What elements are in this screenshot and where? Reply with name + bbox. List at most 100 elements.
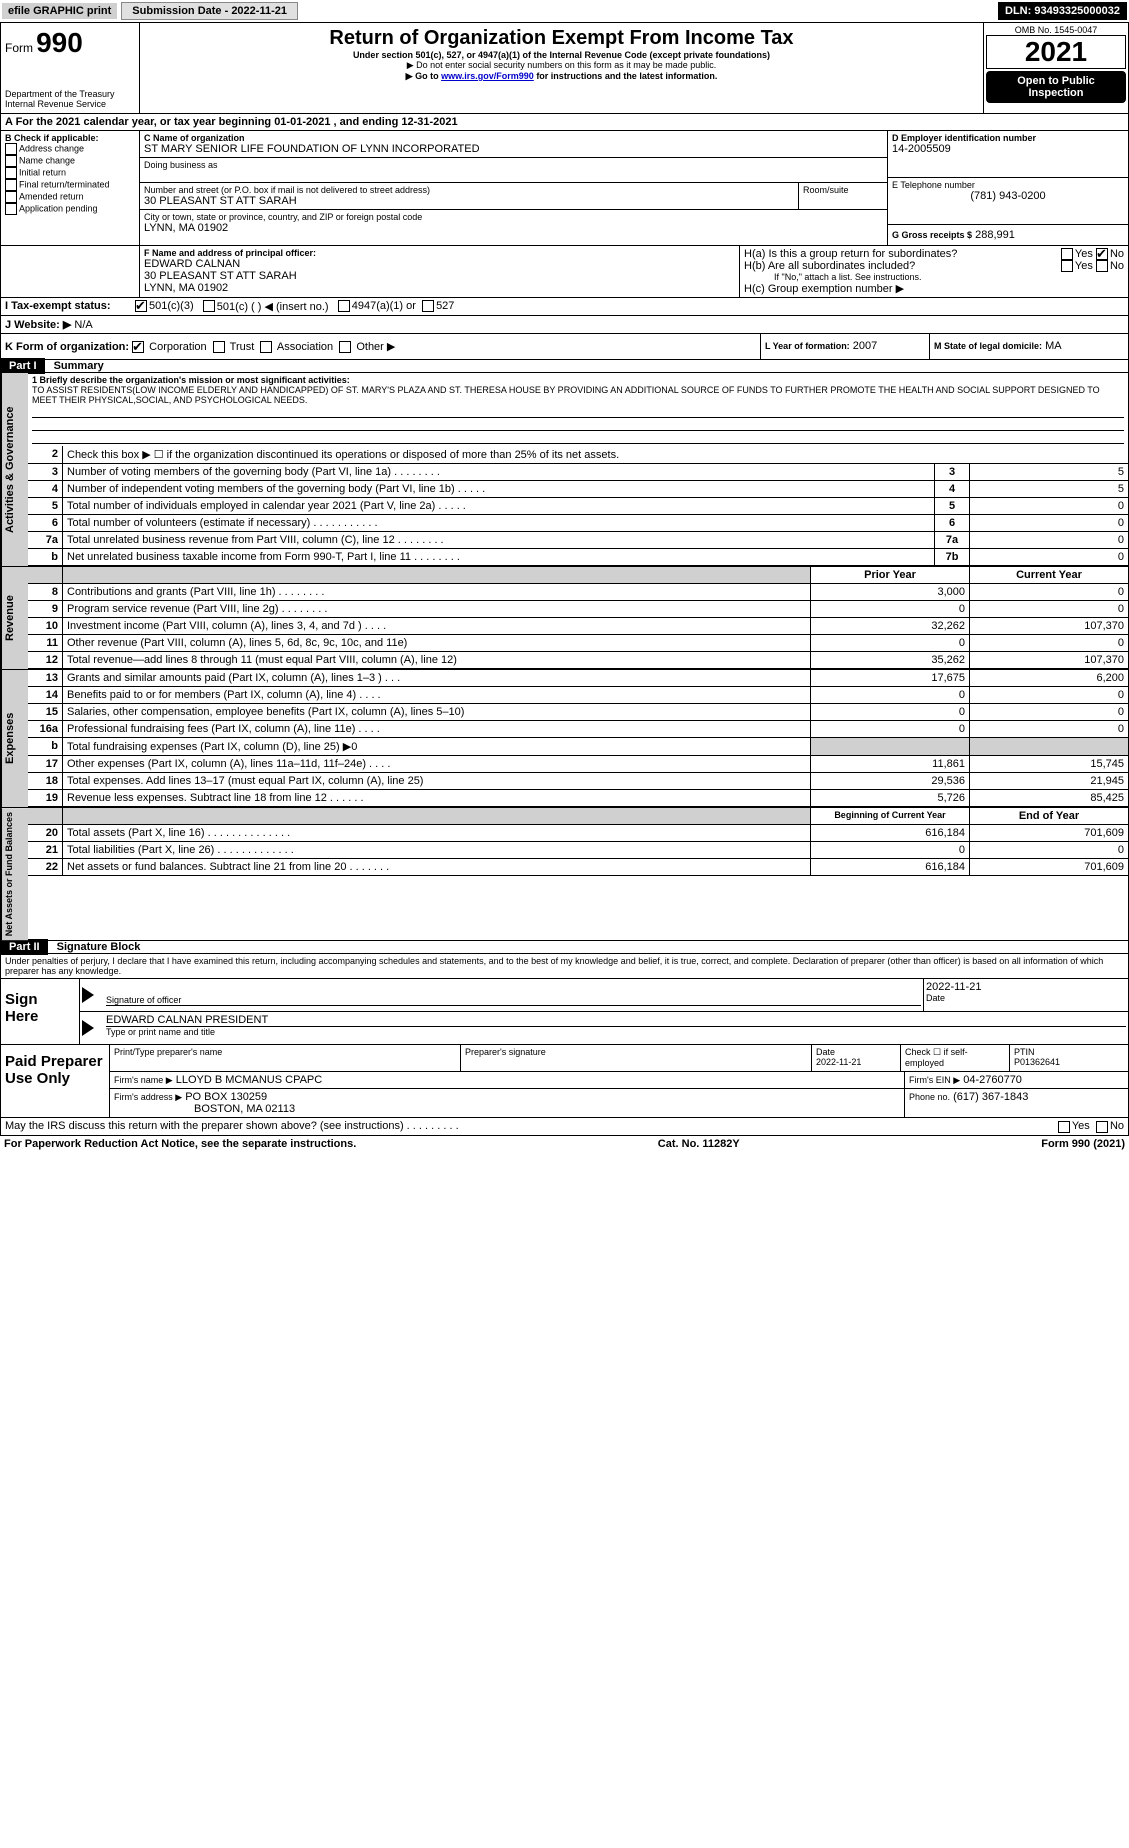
sign-date: 2022-11-21 (926, 981, 1126, 993)
mission-label: 1 Briefly describe the organization's mi… (32, 375, 1124, 385)
officer-street: 30 PLEASANT ST ATT SARAH (144, 270, 735, 282)
chk-sub-no[interactable] (1096, 260, 1108, 272)
chk-name-change[interactable] (5, 155, 17, 167)
table-row: 10Investment income (Part VIII, column (… (28, 618, 1128, 635)
chk-501c[interactable] (203, 300, 215, 312)
table-row: 22Net assets or fund balances. Subtract … (28, 859, 1128, 876)
revenue-block: Revenue Prior Year Current Year 8Contrib… (0, 567, 1129, 670)
group-exemption-q: H(c) Group exemption number ▶ (744, 282, 1124, 295)
firm-name-label: Firm's name ▶ (114, 1075, 173, 1085)
website-row: J Website: ▶ N/A (0, 316, 1129, 334)
chk-trust[interactable] (213, 341, 225, 353)
lbl-application-pending: Application pending (19, 203, 98, 213)
firm-ein-label: Firm's EIN ▶ (909, 1075, 960, 1085)
lbl-501c: 501(c) ( ) ◀ (insert no.) (217, 300, 329, 313)
firm-addr1: PO BOX 130259 (185, 1091, 267, 1103)
pra-notice: For Paperwork Reduction Act Notice, see … (4, 1138, 356, 1150)
gross-receipts-label: G Gross receipts $ (892, 230, 972, 240)
lbl-4947: 4947(a)(1) or (352, 300, 416, 313)
street-address: 30 PLEASANT ST ATT SARAH (144, 195, 794, 207)
firm-addr2: BOSTON, MA 02113 (114, 1103, 900, 1115)
lbl-corp: Corporation (149, 341, 206, 353)
top-bar: efile GRAPHIC print Submission Date - 20… (0, 0, 1129, 22)
sign-here-block: Sign Here Signature of officer 2022-11-2… (0, 979, 1129, 1045)
signature-label: Signature of officer (106, 995, 921, 1006)
part2-label: Part II (1, 939, 48, 955)
chk-assoc[interactable] (260, 341, 272, 353)
chk-final-return[interactable] (5, 179, 17, 191)
lbl-initial-return: Initial return (19, 167, 66, 177)
domicile-label: M State of legal domicile: (934, 341, 1042, 351)
form-ref: Form 990 (2021) (1041, 1138, 1125, 1150)
preparer-sig-label: Preparer's signature (465, 1047, 807, 1057)
firm-addr-label: Firm's address ▶ (114, 1092, 182, 1102)
phone-value: (781) 943-0200 (892, 190, 1124, 202)
table-row: 13Grants and similar amounts paid (Part … (28, 670, 1128, 687)
instructions-link[interactable]: www.irs.gov/Form990 (441, 71, 534, 81)
chk-discuss-no[interactable] (1096, 1121, 1108, 1133)
preparer-date: 2022-11-21 (816, 1057, 896, 1067)
chk-527[interactable] (422, 300, 434, 312)
prior-year-header: Prior Year (811, 567, 970, 584)
lbl-trust: Trust (230, 341, 255, 353)
entity-block: B Check if applicable: Address change Na… (0, 131, 1129, 246)
tax-year: 2021 (986, 35, 1126, 69)
chk-other[interactable] (339, 341, 351, 353)
arrow-icon (82, 987, 94, 1003)
form-org-row: K Form of organization: Corporation Trus… (0, 334, 1129, 360)
lbl-discuss-no: No (1110, 1120, 1124, 1132)
lbl-discuss-yes: Yes (1072, 1120, 1090, 1132)
officer-label: F Name and address of principal officer: (144, 248, 735, 258)
current-year-header: Current Year (970, 567, 1129, 584)
side-governance: Activities & Governance (1, 373, 28, 566)
chk-initial-return[interactable] (5, 167, 17, 179)
tax-exempt-label: I Tax-exempt status: (5, 300, 135, 313)
table-row: bTotal fundraising expenses (Part IX, co… (28, 738, 1128, 756)
chk-address-change[interactable] (5, 143, 17, 155)
tax-period-row: A For the 2021 calendar year, or tax yea… (0, 114, 1129, 131)
chk-amended-return[interactable] (5, 191, 17, 203)
paid-preparer-label: Paid Preparer Use Only (1, 1045, 110, 1117)
form-header: Form 990 Department of the Treasury Inte… (0, 22, 1129, 114)
subordinates-q: H(b) Are all subordinates included? (744, 260, 1061, 272)
chk-discuss-yes[interactable] (1058, 1121, 1070, 1133)
part1-title: Summary (48, 360, 104, 372)
chk-sub-yes[interactable] (1061, 260, 1073, 272)
chk-group-yes[interactable] (1061, 248, 1073, 260)
ptin-value: P01362641 (1014, 1057, 1124, 1067)
self-employed-check: Check ☐ if self-employed (901, 1045, 1010, 1071)
firm-phone: (617) 367-1843 (953, 1091, 1028, 1103)
table-row: 20Total assets (Part X, line 16) . . . .… (28, 825, 1128, 842)
lbl-other: Other ▶ (356, 341, 395, 353)
form-subtitle: Under section 501(c), 527, or 4947(a)(1)… (144, 50, 979, 60)
part1-header: Part I Summary (0, 360, 1129, 373)
firm-phone-label: Phone no. (909, 1092, 950, 1102)
street-label: Number and street (or P.O. box if mail i… (144, 185, 794, 195)
sign-date-label: Date (926, 993, 1126, 1003)
discuss-question: May the IRS discuss this return with the… (5, 1120, 1058, 1132)
mission-blank-lines (32, 405, 1124, 444)
firm-ein: 04-2760770 (963, 1074, 1022, 1086)
chk-4947[interactable] (338, 300, 350, 312)
table-row: 16aProfessional fundraising fees (Part I… (28, 721, 1128, 738)
chk-group-no[interactable] (1096, 248, 1108, 260)
year-formation-value: 2007 (853, 340, 877, 352)
mission-text: TO ASSIST RESIDENTS(LOW INCOME ELDERLY A… (32, 385, 1124, 405)
table-row: 5Total number of individuals employed in… (28, 498, 1128, 515)
chk-application-pending[interactable] (5, 203, 17, 215)
table-row: 3Number of voting members of the governi… (28, 464, 1128, 481)
side-expenses: Expenses (1, 670, 28, 807)
gross-receipts-value: 288,991 (975, 229, 1015, 241)
chk-corp[interactable] (132, 341, 144, 353)
submission-date-button[interactable]: Submission Date - 2022-11-21 (121, 2, 298, 20)
chk-501c3[interactable] (135, 300, 147, 312)
ein-value: 14-2005509 (892, 143, 1124, 155)
phone-label: E Telephone number (892, 180, 1124, 190)
lbl-yes-2: Yes (1075, 260, 1093, 272)
goto-prefix: ▶ Go to (406, 71, 441, 81)
table-row: 14Benefits paid to or for members (Part … (28, 687, 1128, 704)
end-year-header: End of Year (970, 808, 1129, 825)
org-name: ST MARY SENIOR LIFE FOUNDATION OF LYNN I… (144, 143, 883, 155)
form-org-label: K Form of organization: (5, 341, 129, 353)
tax-exempt-row: I Tax-exempt status: 501(c)(3) 501(c) ( … (0, 298, 1129, 316)
